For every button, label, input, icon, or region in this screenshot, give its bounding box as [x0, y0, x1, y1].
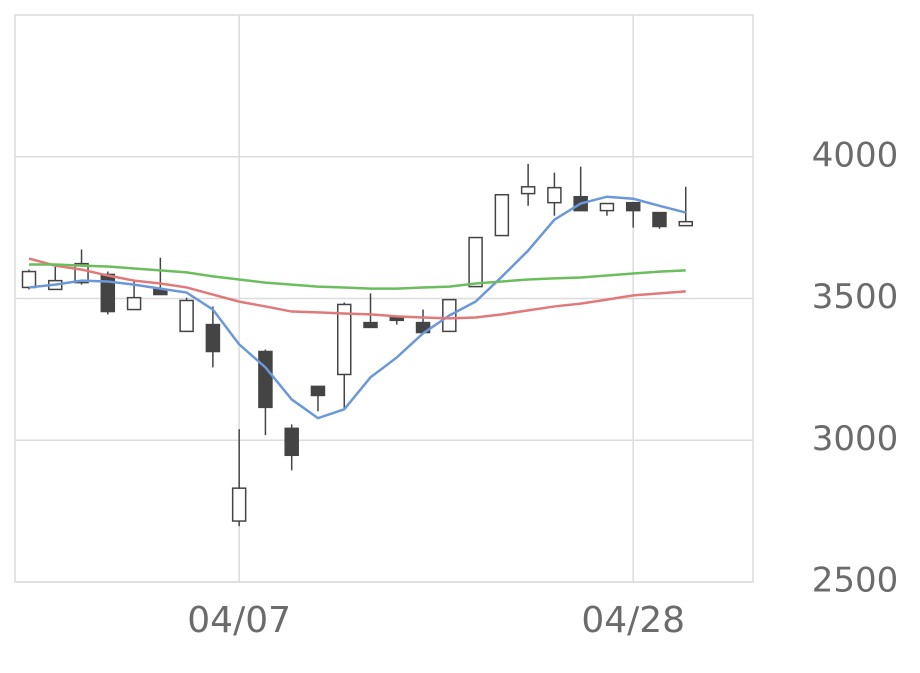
candle-body	[284, 427, 299, 457]
y-tick-label: 3500	[812, 277, 899, 317]
candle-body	[468, 236, 483, 288]
candle-body	[205, 323, 221, 353]
candle-body	[179, 299, 194, 333]
y-tick-label: 3000	[812, 419, 899, 459]
candle-body	[494, 193, 510, 237]
moving-average-line	[28, 257, 686, 320]
candle-body	[652, 211, 667, 228]
candle-body	[678, 220, 693, 227]
candle-body	[258, 350, 273, 409]
candle-body	[21, 270, 37, 289]
candle-body	[310, 385, 326, 397]
x-tick-label: 04/28	[581, 600, 685, 641]
candle-body	[520, 186, 536, 195]
candle-body	[336, 303, 352, 376]
candle-body	[231, 487, 247, 522]
moving-average-line	[28, 195, 687, 420]
candle-body	[625, 201, 641, 212]
candle-body	[547, 186, 562, 204]
candle-body	[363, 321, 378, 329]
candle-body	[126, 296, 142, 311]
moving-average-line	[29, 263, 686, 290]
x-tick-label: 04/07	[187, 600, 291, 641]
candle-body	[389, 316, 405, 322]
y-tick-label: 4000	[812, 135, 899, 175]
candle-body	[100, 273, 116, 313]
y-tick-label: 2500	[812, 561, 899, 601]
candle-body	[599, 202, 615, 212]
